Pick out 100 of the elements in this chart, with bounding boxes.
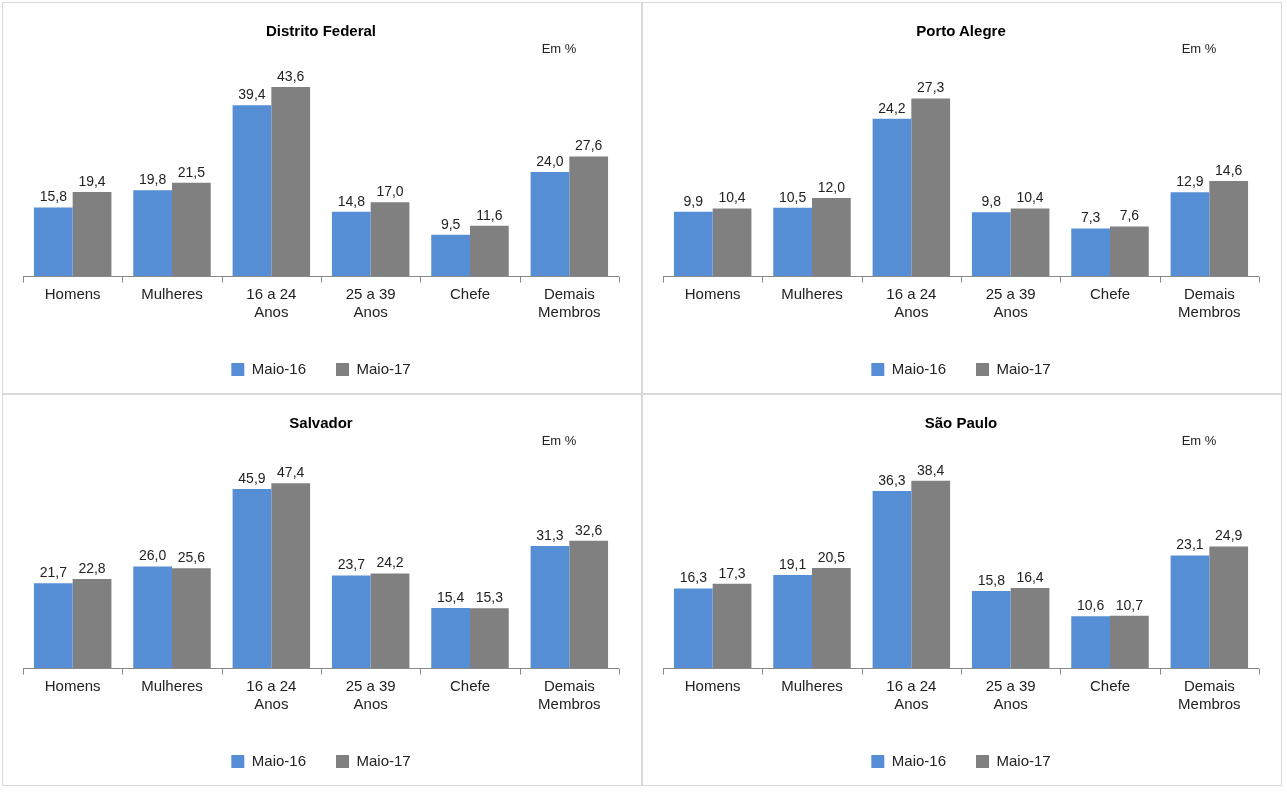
data-label: 19,8 (139, 171, 167, 188)
bar (971, 590, 1011, 668)
x-tick-label: Chefe (449, 285, 491, 303)
chart-title: Distrito Federal (265, 22, 377, 40)
text: Em % (1181, 40, 1217, 56)
data-label: 16,4 (1016, 568, 1044, 585)
bar (872, 118, 912, 276)
bar (1170, 555, 1210, 668)
data-label: 9,9 (683, 192, 704, 209)
x-tick-label: Mulheres (781, 285, 843, 303)
data-label: 23,7 (337, 556, 366, 573)
legend-label: Maio-17 (356, 751, 411, 769)
x-tick-label: Demais Membros (538, 285, 601, 321)
bar (971, 212, 1011, 276)
data-label: 7,3 (1080, 209, 1101, 226)
bar (773, 207, 812, 276)
data-label: 45,9 (238, 469, 266, 486)
data-label: 27,6 (575, 137, 603, 154)
bar (431, 234, 470, 276)
bar (872, 491, 912, 668)
x-tick-label: Demais Membros (1178, 677, 1241, 713)
legend-label: Maio-16 (251, 751, 307, 769)
data-label: 24,2 (878, 99, 906, 116)
bar (673, 211, 713, 276)
data-label: 10,4 (718, 189, 746, 206)
x-tick-label: 16 a 24 Anos (886, 285, 937, 321)
chart-title: Porto Alegre (916, 22, 1006, 40)
data-label: 14,6 (1215, 161, 1243, 178)
data-label: 24,9 (1215, 527, 1243, 544)
text: Em % (1181, 432, 1217, 448)
data-label: 15,8 (39, 188, 68, 205)
data-label: 43,6 (277, 67, 305, 84)
data-label: 16,3 (679, 569, 708, 586)
data-label: 27,3 (917, 79, 945, 96)
x-tick-label: Mulheres (781, 677, 843, 695)
data-label: 10,4 (1016, 189, 1044, 206)
legend-label: Maio-17 (996, 359, 1051, 377)
data-label: 36,3 (878, 471, 906, 488)
data-label: 47,4 (277, 464, 305, 480)
data-label: 19,1 (779, 555, 807, 572)
data-label: 10,5 (779, 188, 807, 205)
x-tick-label: Homens (684, 285, 741, 303)
data-label: 15,4 (437, 588, 465, 605)
data-label: 31,3 (536, 526, 564, 543)
bar (133, 190, 172, 276)
data-label: 32,6 (575, 521, 603, 538)
data-label: 26,0 (139, 547, 167, 564)
x-tick-label: Chefe (1089, 285, 1131, 303)
data-label: 21,7 (39, 564, 68, 581)
x-tick-label: Mulheres (141, 677, 203, 695)
data-label: 17,3 (718, 564, 746, 581)
x-tick-label: 16 a 24 Anos (246, 677, 297, 713)
x-tick-label: 16 a 24 Anos (246, 285, 297, 321)
data-label: 24,0 (536, 152, 564, 169)
chart-title: São Paulo (924, 414, 998, 432)
data-label: 20,5 (817, 548, 846, 565)
data-label: 24,2 (376, 554, 404, 571)
legend-label: Maio-16 (891, 359, 947, 377)
data-label: 15,3 (475, 589, 504, 606)
chart-title: Salvador (289, 414, 353, 432)
x-tick-label: 25 a 39 Anos (345, 285, 396, 321)
bar (331, 575, 371, 668)
bar (431, 607, 470, 668)
data-label: 19,4 (78, 172, 106, 189)
text: Em % (541, 432, 577, 448)
bar (133, 566, 172, 668)
bar (33, 207, 73, 276)
x-tick-label: Homens (684, 677, 741, 695)
data-label: 17,0 (376, 183, 404, 200)
x-tick-label: 25 a 39 Anos (985, 677, 1036, 713)
data-label: 11,6 (476, 206, 503, 223)
bar (1071, 616, 1110, 668)
bar (232, 105, 272, 276)
data-label: 23,1 (1176, 536, 1204, 553)
bar (1170, 192, 1210, 276)
bar (232, 488, 272, 668)
data-label: 15,8 (977, 571, 1006, 588)
data-label: 12,0 (817, 178, 846, 195)
data-label: 14,8 (337, 192, 366, 209)
text: Em % (541, 40, 577, 56)
data-label: 22,8 (78, 559, 106, 576)
x-tick-label: Homens (44, 285, 101, 303)
bar (530, 545, 570, 668)
legend-label: Maio-17 (356, 359, 411, 377)
data-label: 38,4 (917, 461, 945, 478)
data-label: 10,6 (1077, 597, 1105, 614)
x-tick-label: Homens (44, 677, 101, 695)
x-tick-label: Demais Membros (538, 677, 601, 713)
legend-label: Maio-17 (996, 751, 1051, 769)
data-label: 9,5 (440, 215, 461, 232)
data-label: 9,8 (981, 193, 1002, 210)
data-label: 39,4 (238, 86, 266, 103)
bar (773, 574, 812, 668)
data-label: 21,5 (177, 163, 206, 180)
bar (331, 211, 371, 276)
data-label: 7,6 (1119, 207, 1140, 224)
x-tick-label: 16 a 24 Anos (886, 677, 937, 713)
x-tick-label: Chefe (1089, 677, 1131, 695)
bar (33, 583, 73, 668)
legend-label: Maio-16 (251, 359, 307, 377)
